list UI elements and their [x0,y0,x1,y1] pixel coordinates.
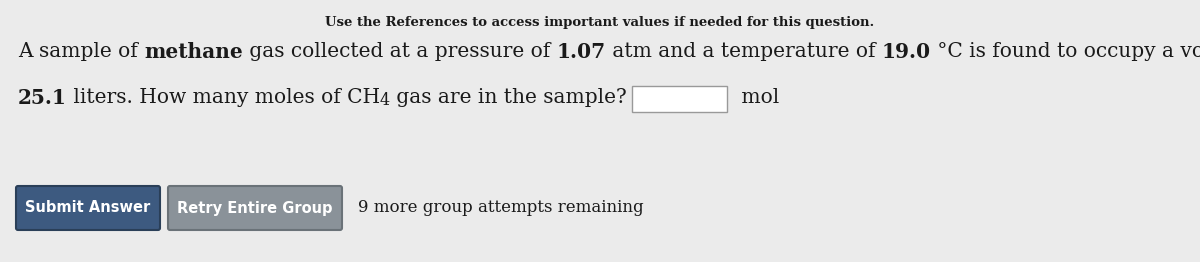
Text: gas collected at a pressure of: gas collected at a pressure of [242,42,557,61]
FancyBboxPatch shape [168,186,342,230]
Text: liters. How many moles of CH: liters. How many moles of CH [67,88,380,107]
Text: mol: mol [734,88,779,107]
Text: 19.0: 19.0 [882,42,931,62]
Text: 1.07: 1.07 [557,42,606,62]
Text: 9 more group attempts remaining: 9 more group attempts remaining [358,199,643,216]
Text: atm and a temperature of: atm and a temperature of [606,42,882,61]
Text: methane: methane [144,42,242,62]
Text: Submit Answer: Submit Answer [25,200,151,216]
Text: 4: 4 [380,92,390,109]
Text: A sample of: A sample of [18,42,144,61]
FancyBboxPatch shape [632,86,727,112]
Text: Use the References to access important values if needed for this question.: Use the References to access important v… [325,16,875,29]
Text: Retry Entire Group: Retry Entire Group [178,200,332,216]
FancyBboxPatch shape [16,186,160,230]
Text: 25.1: 25.1 [18,88,67,108]
Text: gas are in the sample?: gas are in the sample? [390,88,626,107]
Text: °C is found to occupy a volume of: °C is found to occupy a volume of [931,42,1200,61]
